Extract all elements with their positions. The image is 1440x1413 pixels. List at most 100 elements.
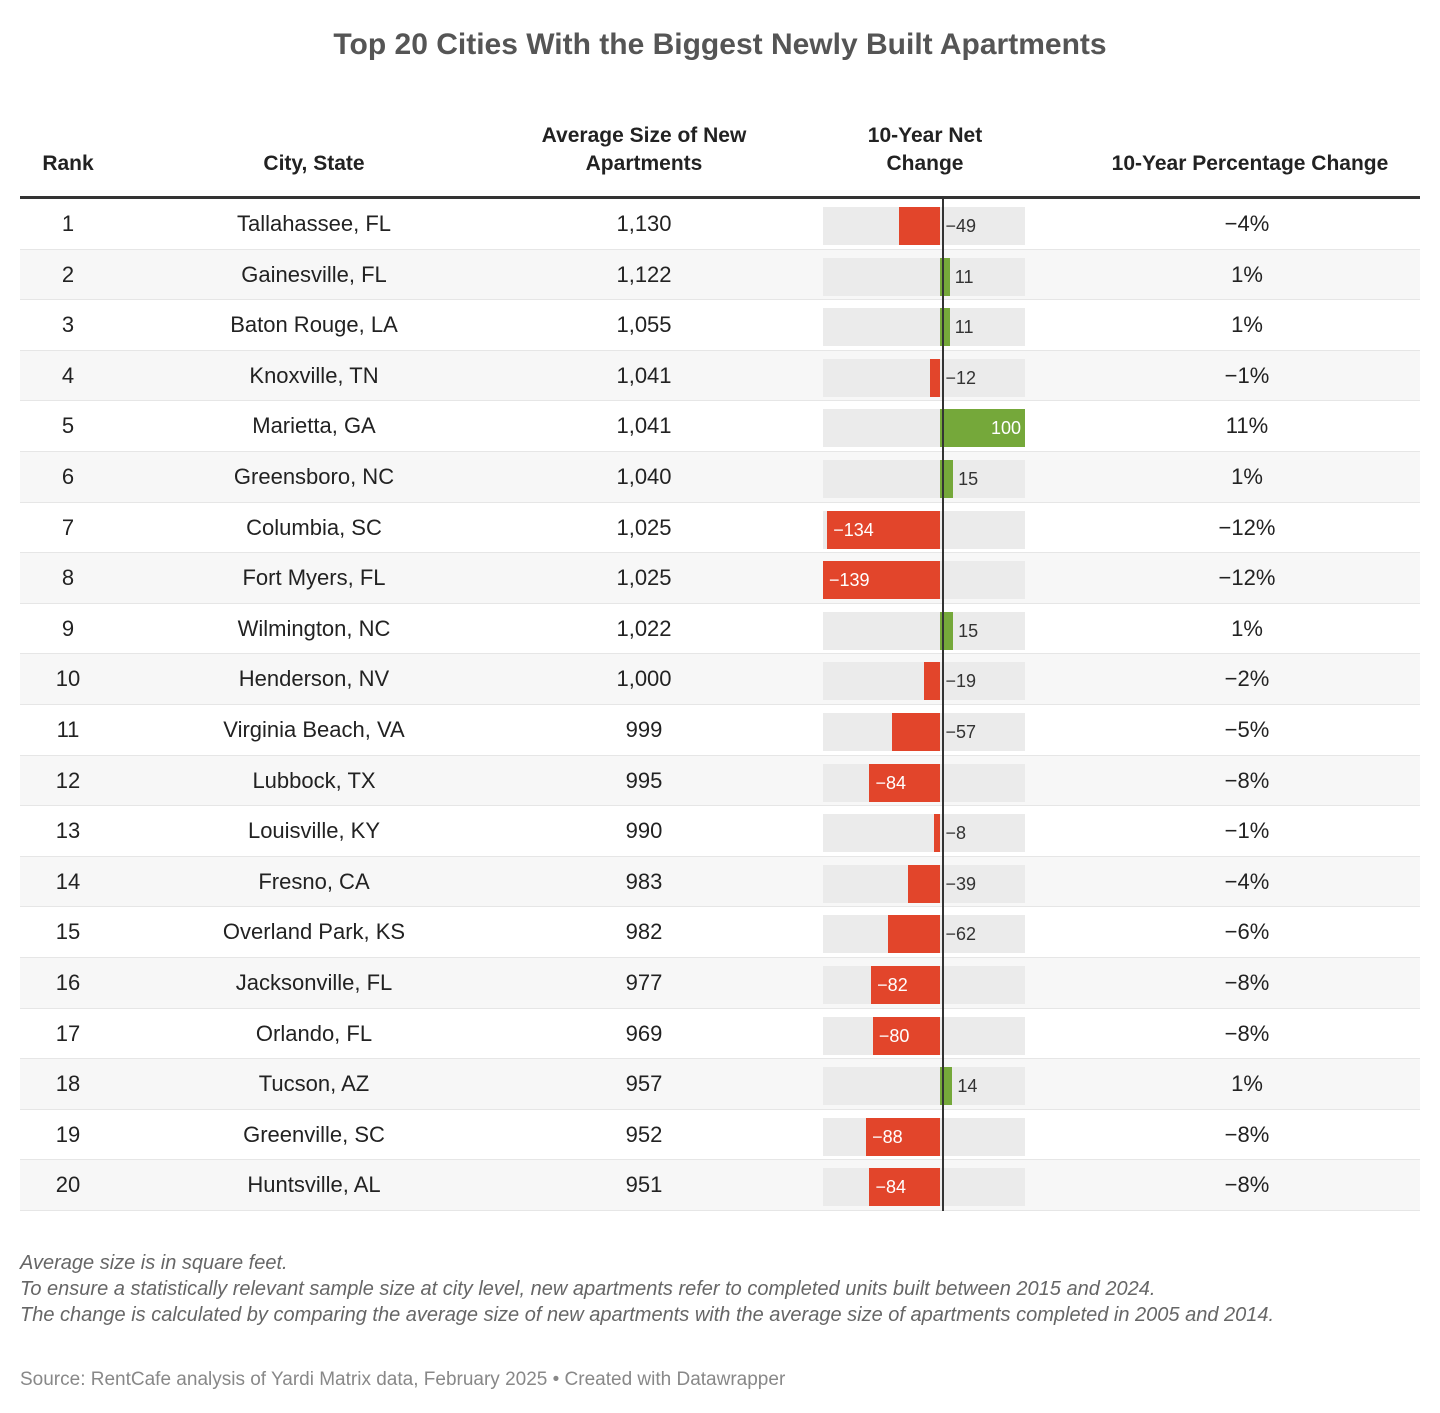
size-cell: 951 (625, 1172, 663, 1198)
net-change-label: −49 (945, 216, 977, 236)
pct-change-cell: 1% (1231, 615, 1263, 641)
rank-cell: 10 (55, 666, 81, 692)
table-row: 20 Huntsville, AL 951 −84 −8% (20, 1160, 1420, 1211)
rank-cell: 1 (61, 211, 75, 236)
net-change-bar (827, 510, 941, 549)
table-row: 15 Overland Park, KS 982 −62 −6% (20, 907, 1420, 958)
pct-change-cell: −8% (1224, 1121, 1270, 1147)
pct-change-cell: 1% (1231, 463, 1263, 489)
bar-background (823, 611, 1025, 650)
bar-background (823, 459, 1025, 498)
table-row: 17 Orlando, FL 969 −80 −8% (20, 1009, 1420, 1060)
size-cell: 1,130 (616, 211, 672, 236)
rank-cell: 13 (55, 818, 81, 844)
city-cell: Virginia Beach, VA (223, 716, 405, 742)
header-rank[interactable]: Rank (42, 152, 94, 175)
size-cell: 1,041 (616, 413, 672, 439)
pct-change-cell: −8% (1224, 767, 1270, 793)
pct-change-cell: −1% (1224, 818, 1270, 844)
city-cell: Knoxville, TN (249, 362, 379, 388)
city-cell: Orlando, FL (255, 1020, 373, 1046)
size-cell: 1,040 (616, 463, 672, 489)
bar-background (823, 662, 1025, 701)
rank-cell: 12 (55, 767, 81, 793)
city-cell: Greenville, SC (243, 1121, 385, 1147)
city-cell: Columbia, SC (246, 514, 382, 540)
net-change-label: −12 (945, 367, 977, 388)
size-cell: 952 (625, 1121, 663, 1147)
pct-change-cell: −8% (1224, 1020, 1270, 1046)
table-row: 3 Baton Rouge, LA 1,055 11 1% (20, 300, 1420, 351)
rank-cell: 16 (55, 969, 81, 995)
table-row: 10 Henderson, NV 1,000 −19 −2% (20, 654, 1420, 705)
size-cell: 995 (625, 767, 663, 793)
table-row: 9 Wilmington, NC 1,022 15 1% (20, 604, 1420, 655)
note: The change is calculated by comparing th… (20, 1304, 1275, 1326)
size-cell: 1,025 (616, 565, 672, 591)
header-pct-change[interactable]: 10-Year Percentage Change (1111, 152, 1389, 175)
rank-cell: 3 (61, 312, 75, 338)
city-cell: Louisville, KY (247, 818, 381, 844)
size-cell: 977 (625, 969, 663, 995)
net-change-label: −84 (875, 772, 907, 793)
net-change-bar (892, 712, 941, 751)
net-change-label: 15 (958, 468, 979, 489)
bar-background (823, 1067, 1025, 1106)
table-row: 7 Columbia, SC 1,025 −134 −12% (20, 503, 1420, 554)
city-cell: Marietta, GA (252, 413, 376, 439)
pct-change-cell: −12% (1218, 565, 1276, 591)
pct-change-cell: −4% (1224, 211, 1270, 236)
size-cell: 1,055 (616, 312, 672, 338)
size-cell: 1,122 (616, 261, 672, 287)
rank-cell: 7 (61, 514, 75, 540)
net-change-label: −88 (872, 1126, 903, 1147)
table-row: 11 Virginia Beach, VA 999 −57 −5% (20, 705, 1420, 756)
rank-cell: 14 (55, 868, 81, 894)
pct-change-cell: −1% (1224, 362, 1270, 388)
rank-cell: 17 (55, 1020, 81, 1046)
net-change-bar (933, 814, 941, 853)
city-cell: Tucson, AZ (258, 1071, 370, 1097)
header-size[interactable]: Average Size of New Apartments (541, 124, 747, 175)
net-change-label: −8 (945, 823, 966, 844)
bar-background (823, 814, 1025, 853)
pct-change-cell: −2% (1224, 666, 1270, 692)
rank-cell: 20 (55, 1172, 81, 1198)
pct-change-cell: 1% (1231, 1071, 1263, 1097)
rank-cell: 6 (61, 463, 75, 489)
note: To ensure a statistically relevant sampl… (20, 1278, 1156, 1300)
net-change-bar (872, 1016, 941, 1055)
table-row: 4 Knoxville, TN 1,041 −12 −1% (20, 350, 1420, 402)
city-cell: Fort Myers, FL (242, 565, 386, 591)
city-cell: Tallahassee, FL (236, 211, 392, 236)
net-change-bar (940, 1067, 953, 1106)
size-cell: 1,025 (616, 514, 672, 540)
net-change-label: 15 (958, 620, 979, 641)
pct-change-cell: −4% (1224, 868, 1270, 894)
table-row: 19 Greenville, SC 952 −88 −8% (20, 1110, 1420, 1161)
city-cell: Henderson, NV (238, 666, 390, 692)
pct-change-cell: −6% (1224, 919, 1270, 945)
bar-background (823, 358, 1025, 397)
city-cell: Greensboro, NC (233, 463, 395, 489)
header-net-change[interactable]: 10-Year Net Change (867, 124, 983, 175)
city-cell: Huntsville, AL (247, 1172, 381, 1198)
net-change-label: −57 (945, 721, 977, 742)
net-change-label: 14 (957, 1076, 978, 1097)
pct-change-cell: −8% (1224, 1172, 1270, 1198)
table-row: 5 Marietta, GA 1,041 100 11% (20, 401, 1420, 452)
table-row: 13 Louisville, KY 990 −8 −1% (20, 806, 1420, 857)
size-cell: 990 (625, 818, 663, 844)
chart-title: Top 20 Cities With the Biggest Newly Bui… (333, 28, 1107, 61)
net-change-label: 100 (990, 418, 1021, 439)
city-cell: Jacksonville, FL (235, 969, 393, 995)
rank-cell: 2 (61, 261, 75, 287)
size-cell: 1,000 (616, 666, 672, 692)
source-text: Source: RentCafe analysis of Yardi Matri… (20, 1369, 786, 1390)
net-change-label: 11 (954, 317, 974, 338)
rank-cell: 4 (61, 362, 75, 388)
header-city[interactable]: City, State (263, 152, 365, 175)
size-cell: 999 (625, 716, 663, 742)
bar-background (823, 308, 1025, 347)
